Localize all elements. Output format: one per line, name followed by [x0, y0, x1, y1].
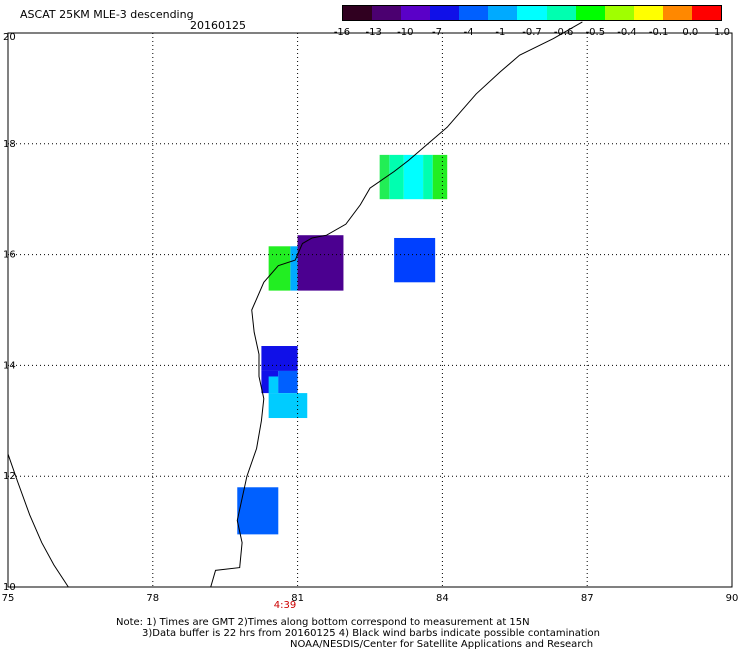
color-scale-swatch — [633, 6, 663, 20]
longitude-label: 78 — [146, 593, 159, 604]
data-cell — [389, 154, 404, 200]
data-cell — [432, 154, 448, 200]
longitude-label: 90 — [726, 593, 739, 604]
data-cell — [278, 370, 298, 394]
latitude-label: 12 — [3, 471, 16, 482]
time-label: 4:39 — [273, 600, 297, 611]
color-scale-swatch — [691, 6, 722, 20]
color-scale-bar — [342, 5, 722, 21]
latitude-label: 20 — [3, 32, 16, 43]
color-scale-swatch — [546, 6, 576, 20]
color-scale-swatch — [662, 6, 692, 20]
longitude-label: 87 — [581, 593, 594, 604]
latitude-label: 14 — [3, 360, 16, 371]
east-coastline — [210, 21, 583, 588]
data-cell — [268, 246, 291, 291]
coastline — [7, 21, 583, 588]
color-scale-swatch — [372, 6, 402, 20]
lat-lon-grid — [8, 33, 732, 587]
color-scale-swatch — [517, 6, 547, 20]
map-plot: 75 78 81 84 87 90 10 12 14 16 18 20 — [2, 21, 739, 604]
color-scale-swatch — [604, 6, 634, 20]
color-scale-swatch — [343, 6, 373, 20]
product-title: ASCAT 25KM MLE-3 descending — [20, 8, 194, 21]
latitude-label: 10 — [3, 582, 16, 593]
data-cell — [394, 237, 436, 283]
data-cell — [379, 154, 390, 200]
west-coastline — [7, 453, 69, 588]
note-line-3: NOAA/NESDIS/Center for Satellite Applica… — [290, 639, 594, 650]
note-line-1: Note: 1) Times are GMT 2)Times along bot… — [116, 617, 530, 628]
data-cell — [423, 154, 433, 200]
data-cell — [268, 393, 308, 419]
color-scale-swatch — [430, 6, 460, 20]
data-cell — [403, 154, 424, 200]
longitude-label: 84 — [436, 593, 449, 604]
data-cell — [297, 235, 344, 291]
longitude-label: 81 — [291, 593, 304, 604]
axis-labels: 75 78 81 84 87 90 10 12 14 16 18 20 — [2, 32, 739, 604]
color-scale-swatch — [401, 6, 431, 20]
latitude-label: 18 — [3, 139, 16, 150]
data-cell — [261, 346, 298, 371]
data-cell — [237, 487, 279, 535]
longitude-label: 75 — [2, 593, 15, 604]
color-scale-swatch — [459, 6, 489, 20]
color-scale-swatch — [575, 6, 605, 20]
note-line-2: 3)Data buffer is 22 hrs from 20160125 4)… — [142, 628, 600, 639]
latitude-label: 16 — [3, 250, 16, 261]
map-frame — [7, 32, 733, 588]
data-cell — [290, 246, 298, 291]
data-cell — [268, 376, 279, 394]
color-scale-swatch — [488, 6, 518, 20]
data-cells — [237, 154, 448, 535]
product-date: 20160125 — [190, 19, 246, 32]
